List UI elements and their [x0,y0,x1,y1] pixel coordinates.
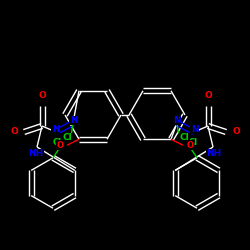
Text: N: N [52,125,59,134]
Text: O: O [56,141,64,150]
Text: Cl: Cl [62,133,72,142]
Text: O: O [204,92,212,100]
Text: O: O [232,128,240,136]
Text: O: O [10,128,18,136]
Text: O: O [38,92,46,100]
Text: Cl: Cl [180,133,190,142]
Text: NH: NH [206,150,222,158]
Text: O: O [186,141,194,150]
Text: N: N [173,116,180,125]
Text: N: N [70,116,77,125]
Text: Cl: Cl [188,138,198,147]
Text: N: N [191,125,198,134]
Text: NH: NH [28,150,44,158]
Text: Cl: Cl [52,138,62,147]
